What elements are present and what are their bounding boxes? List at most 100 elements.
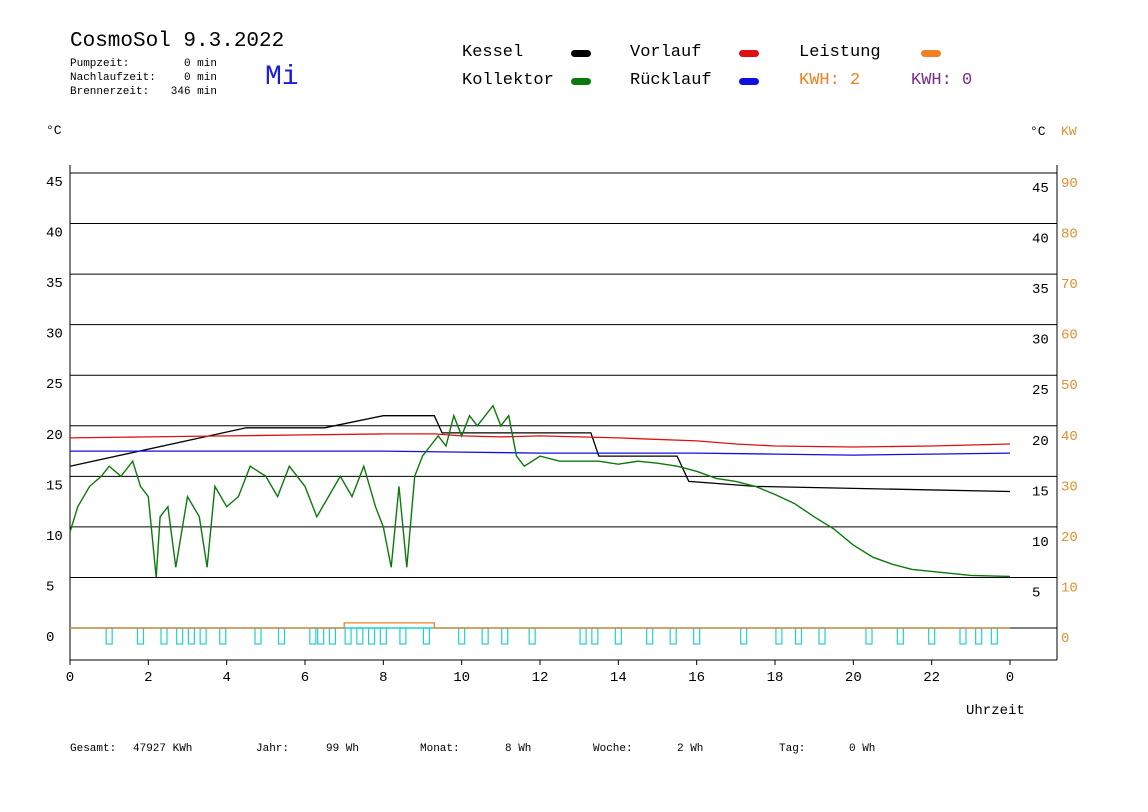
pump-pulse-1: [136, 627, 145, 645]
pump-pulse-18: [458, 627, 466, 645]
footer-tag-label: Tag:: [779, 743, 806, 755]
pump-pulse-8: [277, 627, 286, 645]
pump-pulse-13: [356, 627, 364, 645]
stat-label-brennerzeit: Brennerzeit:: [70, 86, 150, 98]
footer-woche-label: Woche:: [593, 743, 633, 755]
y-tick-kw-50: 50: [1061, 378, 1078, 394]
y-tick-right-25: 25: [1032, 383, 1049, 399]
pump-pulse-15: [379, 627, 387, 645]
x-tick-label-4: 8: [379, 670, 387, 686]
series: [69, 404, 1011, 645]
y-tick-kw-30: 30: [1061, 479, 1078, 495]
pump-pulse-21: [528, 627, 536, 645]
x-tick-label-1: 2: [144, 670, 152, 686]
y-tick-right-5: 5: [1032, 585, 1040, 601]
x-axis-label: Uhrzeit: [966, 703, 1025, 719]
pump-pulse-2: [160, 627, 168, 645]
stat-label-nachlaufzeit: Nachlaufzeit:: [70, 72, 156, 84]
y-tick-left-15: 15: [46, 478, 63, 494]
pump-pulse-22: [579, 627, 587, 645]
series-line-leistung: [70, 622, 1010, 629]
pump-pulse-20: [501, 627, 509, 645]
weekday-label: Mi: [265, 62, 299, 93]
y-tick-left-0: 0: [46, 630, 54, 646]
stat-label-pumpzeit: Pumpzeit:: [70, 58, 130, 70]
pump-pulse-3: [176, 627, 184, 645]
y-tick-right-40: 40: [1032, 232, 1049, 248]
x-tick-label-2: 4: [222, 670, 230, 686]
pump-pulse-29: [775, 627, 783, 645]
footer-woche-value: 2 Wh: [677, 743, 704, 755]
y-tick-left-10: 10: [46, 529, 63, 545]
pump-pulse-33: [896, 627, 904, 645]
x-tick-label-11: 22: [923, 670, 940, 686]
y-tick-left-40: 40: [46, 226, 63, 242]
pump-pulse-10: [317, 627, 325, 645]
series-line-ruecklauf: [70, 450, 1011, 456]
pump-pulse-32: [865, 627, 873, 645]
y-tick-left-5: 5: [46, 579, 54, 595]
pump-pulse-35: [959, 627, 967, 645]
footer-gesamt-label: Gesamt:: [70, 743, 117, 755]
legend-leistung-label: Leistung: [799, 43, 881, 62]
page-title: CosmoSol 9.3.2022: [70, 30, 285, 53]
x-tick-label-7: 14: [610, 670, 627, 686]
y-tick-kw-70: 70: [1061, 277, 1078, 293]
y-tick-left-20: 20: [46, 428, 63, 444]
y-tick-left-45: 45: [46, 175, 63, 191]
y-axis-label-left: °C: [46, 123, 62, 138]
pump-pulse-11: [328, 627, 337, 645]
pump-pulse-28: [740, 627, 748, 645]
grid: [70, 172, 1057, 629]
y-tick-kw-80: 80: [1061, 227, 1078, 243]
y-tick-right-30: 30: [1032, 333, 1049, 349]
pump-pulse-17: [422, 627, 431, 645]
pump-pulse-25: [646, 627, 654, 645]
legend-ruecklauf-label: Rücklauf: [630, 71, 712, 90]
legend-vorlauf-label: Vorlauf: [630, 43, 702, 62]
pump-pulse-31: [818, 627, 826, 645]
x-tick-label-8: 16: [688, 670, 705, 686]
x-tick-label-9: 18: [767, 670, 784, 686]
footer-monat-value: 8 Wh: [505, 743, 532, 755]
y-tick-kw-20: 20: [1061, 530, 1078, 546]
pump-pulse-37: [990, 627, 998, 645]
legend-kwh-2: KWH: 0: [911, 71, 973, 90]
y-tick-kw-0: 0: [1061, 631, 1069, 647]
pump-pulse-9: [309, 627, 317, 645]
pump-pulse-5: [199, 627, 207, 645]
footer-monat-label: Monat:: [420, 743, 460, 755]
y-tick-right-10: 10: [1032, 535, 1049, 551]
y-axis-label-kw: KW: [1061, 124, 1077, 139]
tick-labels: 0 2 4 6 8 10 12 14 16 18 20 22 0 0 5 10 15 20 25 30 35 40 45 5 1…: [46, 123, 1078, 719]
footer-jahr-label: Jahr:: [256, 743, 290, 755]
pump-pulse-0: [105, 627, 113, 645]
series-line-kessel: [69, 415, 1011, 493]
legend-ruecklauf-swatch: [739, 78, 759, 85]
y-tick-right-45: 45: [1032, 181, 1049, 197]
pump-pulse-36: [975, 627, 983, 645]
legend-kollektor-swatch: [571, 78, 591, 85]
pump-pulse-19: [481, 627, 489, 645]
legend-kollektor-label: Kollektor: [462, 71, 554, 90]
stat-value-nachlaufzeit: 0 min: [183, 72, 217, 84]
pump-pulse-16: [399, 627, 407, 645]
pump-pulse-34: [928, 627, 936, 645]
y-tick-left-35: 35: [46, 276, 63, 292]
y-tick-kw-40: 40: [1061, 429, 1078, 445]
y-tick-right-15: 15: [1032, 484, 1049, 500]
y-tick-right-35: 35: [1032, 282, 1049, 298]
y-tick-kw-90: 90: [1061, 176, 1078, 192]
legend-kessel-label: Kessel: [462, 43, 524, 62]
stat-value-brennerzeit: 346 min: [170, 86, 217, 98]
pump-pulse-24: [614, 627, 622, 645]
footer-jahr-value: 99 Wh: [326, 743, 360, 755]
pump-pulse-14: [367, 627, 376, 645]
x-tick-label-0: 0: [66, 670, 74, 686]
legend-kwh-1: KWH: 2: [799, 71, 861, 90]
y-tick-left-30: 30: [46, 327, 63, 343]
legend-vorlauf-swatch: [739, 50, 759, 57]
y-axis-label-right: °C: [1030, 124, 1046, 139]
series-line-vorlauf: [69, 433, 1011, 448]
